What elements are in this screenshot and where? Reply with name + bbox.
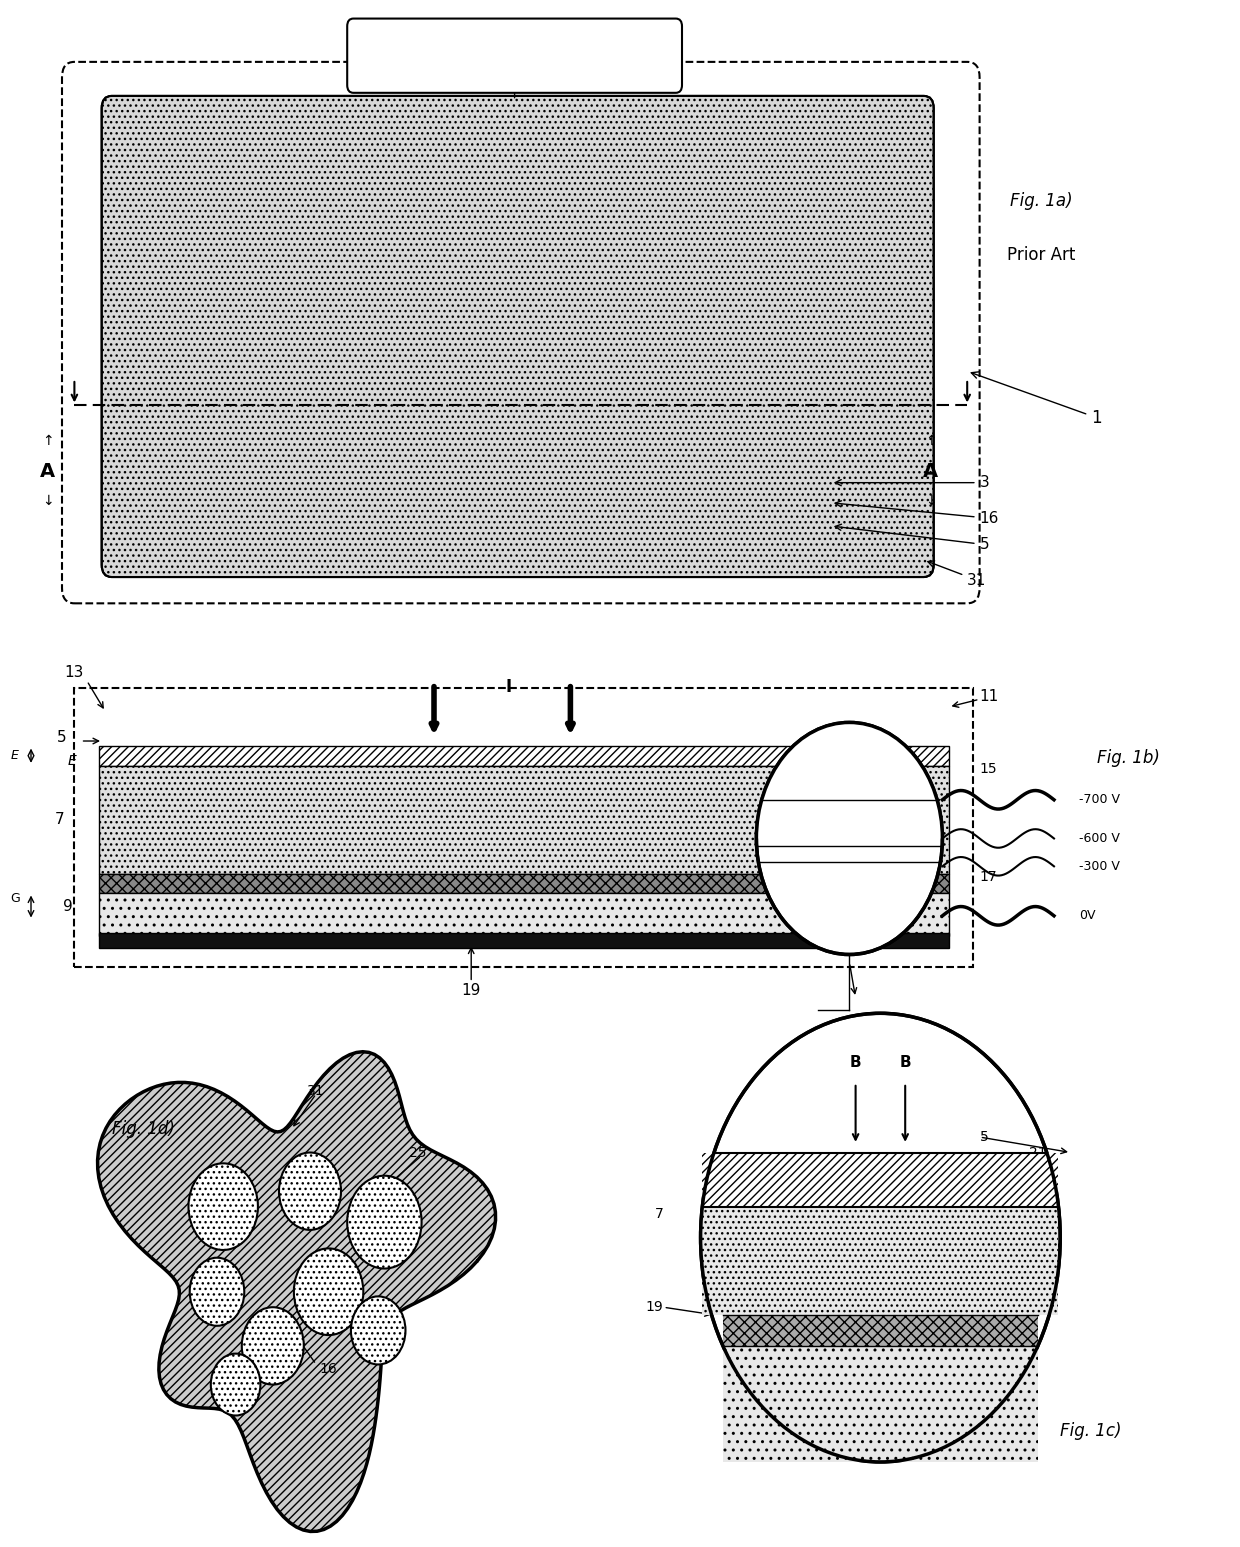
Circle shape [188, 1163, 258, 1250]
Wedge shape [756, 722, 942, 838]
Text: 1: 1 [971, 371, 1102, 427]
Circle shape [351, 1296, 405, 1364]
Text: 13: 13 [64, 665, 84, 681]
Text: Fig. 1d): Fig. 1d) [112, 1120, 175, 1139]
Text: 7: 7 [655, 1207, 663, 1222]
Text: 31: 31 [1029, 1168, 1047, 1183]
Text: 16: 16 [320, 1361, 337, 1377]
Circle shape [756, 722, 942, 954]
Bar [99, 874, 949, 893]
Text: 15: 15 [980, 761, 997, 777]
Bar [723, 1315, 1038, 1346]
Text: 5: 5 [835, 524, 990, 552]
Text: Prior Art: Prior Art [1007, 246, 1076, 265]
Text: B: B [849, 1055, 862, 1071]
Circle shape [190, 1258, 244, 1326]
Circle shape [701, 1013, 1060, 1462]
Text: E: E [11, 749, 19, 763]
Text: $\downarrow$: $\downarrow$ [924, 493, 936, 509]
Bar [99, 746, 949, 766]
Text: 5: 5 [57, 730, 67, 746]
Bar [723, 1346, 1038, 1462]
Circle shape [279, 1153, 341, 1230]
Text: -600 V: -600 V [1079, 832, 1120, 845]
Text: 5: 5 [980, 1129, 988, 1145]
Text: $\uparrow$: $\uparrow$ [924, 433, 936, 449]
Text: $\downarrow$: $\downarrow$ [41, 493, 53, 509]
Text: I: I [506, 678, 511, 696]
Text: G: G [10, 893, 20, 905]
Text: Fig. 1a): Fig. 1a) [1011, 192, 1073, 210]
Text: -700 V: -700 V [1079, 794, 1120, 806]
Circle shape [294, 1248, 363, 1335]
Text: 31: 31 [308, 1083, 325, 1098]
Circle shape [242, 1307, 304, 1385]
Text: 19: 19 [646, 1299, 663, 1315]
Text: 7: 7 [55, 812, 64, 828]
FancyBboxPatch shape [347, 19, 682, 93]
Text: A: A [923, 463, 937, 481]
Text: 11: 11 [980, 688, 999, 704]
FancyBboxPatch shape [102, 96, 934, 577]
Bar [702, 1153, 1059, 1207]
Text: $\uparrow$: $\uparrow$ [41, 433, 53, 449]
Text: 23: 23 [723, 1377, 740, 1392]
Text: 17: 17 [980, 869, 997, 885]
Text: 29: 29 [461, 42, 481, 57]
Polygon shape [98, 1052, 496, 1532]
Text: A: A [40, 463, 55, 481]
Bar [74, 688, 973, 967]
Text: 9: 9 [63, 899, 73, 914]
Text: 31: 31 [928, 562, 987, 588]
Circle shape [347, 1176, 422, 1269]
Bar [99, 933, 949, 948]
Text: 16: 16 [835, 501, 999, 526]
Text: Fig. 1c): Fig. 1c) [1060, 1422, 1122, 1440]
Bar [99, 766, 949, 874]
Text: 21: 21 [1029, 1145, 1047, 1160]
Text: 3: 3 [835, 475, 990, 490]
Text: -300 V: -300 V [1079, 860, 1120, 873]
Text: B: B [899, 1055, 911, 1071]
Bar [99, 893, 949, 936]
Text: 0V: 0V [1079, 910, 1095, 922]
Circle shape [211, 1354, 260, 1416]
Text: 27: 27 [754, 1392, 771, 1408]
Text: Fig. 1b): Fig. 1b) [1097, 749, 1159, 767]
Text: 25: 25 [1029, 1238, 1047, 1253]
Text: 25: 25 [409, 1145, 427, 1160]
Bar [702, 1207, 1059, 1315]
Text: E: E [67, 753, 77, 769]
Text: 19: 19 [461, 982, 481, 998]
